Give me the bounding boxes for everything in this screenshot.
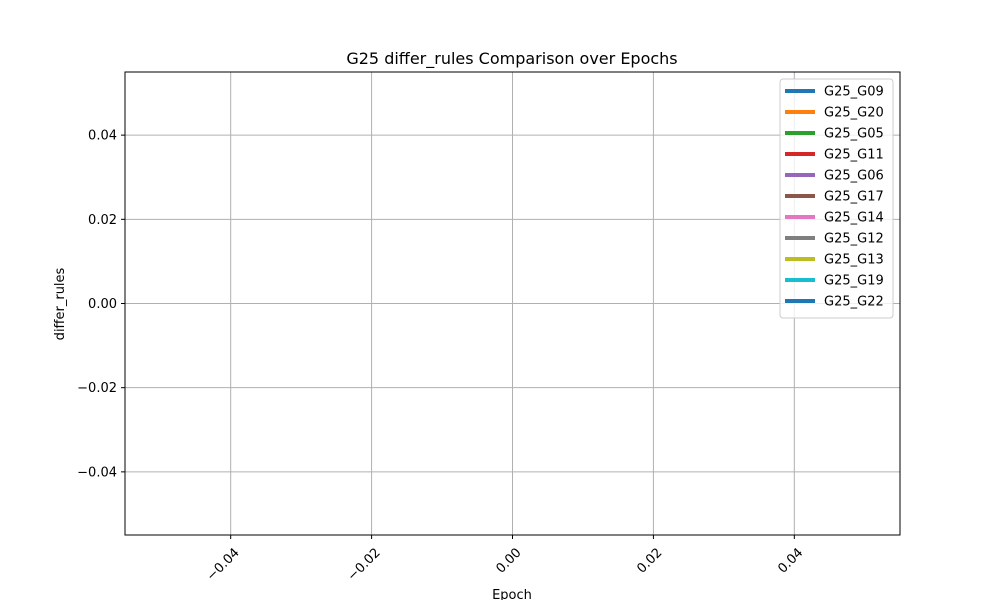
chart-title: G25 differ_rules Comparison over Epochs: [346, 49, 677, 69]
legend-label: G25_G12: [824, 232, 884, 247]
legend: G25_G09 G25_G20 G25_G05 G25_G11 G25_G06 G25_G…: [779, 78, 894, 319]
y-axis: 0.04 0.02 0.00 −0.02 −0.04: [77, 129, 125, 480]
legend-label: G25_G06: [824, 169, 884, 184]
y-tick-label: 0.00: [88, 297, 117, 312]
y-axis-label: differ_rules: [53, 267, 68, 340]
legend-label: G25_G17: [824, 190, 884, 205]
x-tick-label: 0.04: [775, 545, 806, 576]
x-axis: −0.04 −0.02 0.00 0.02 0.04: [204, 535, 806, 584]
legend-label: G25_G14: [824, 211, 884, 226]
legend-label: G25_G09: [824, 85, 884, 100]
x-tick-label: −0.04: [204, 545, 243, 584]
legend-label: G25_G20: [824, 106, 884, 121]
legend-label: G25_G19: [824, 274, 884, 289]
x-tick-label: 0.02: [634, 545, 665, 576]
x-tick-label: 0.00: [493, 545, 524, 576]
y-tick-label: −0.02: [77, 381, 117, 396]
y-tick-label: 0.02: [88, 213, 117, 228]
y-tick-label: 0.04: [88, 129, 117, 144]
x-tick-label: −0.02: [345, 545, 384, 584]
legend-label: G25_G11: [824, 148, 884, 163]
legend-label: G25_G05: [824, 127, 884, 142]
legend-label: G25_G13: [824, 253, 884, 268]
y-tick-label: −0.04: [77, 465, 117, 480]
legend-label: G25_G22: [824, 295, 884, 310]
x-axis-label: Epoch: [492, 588, 532, 600]
